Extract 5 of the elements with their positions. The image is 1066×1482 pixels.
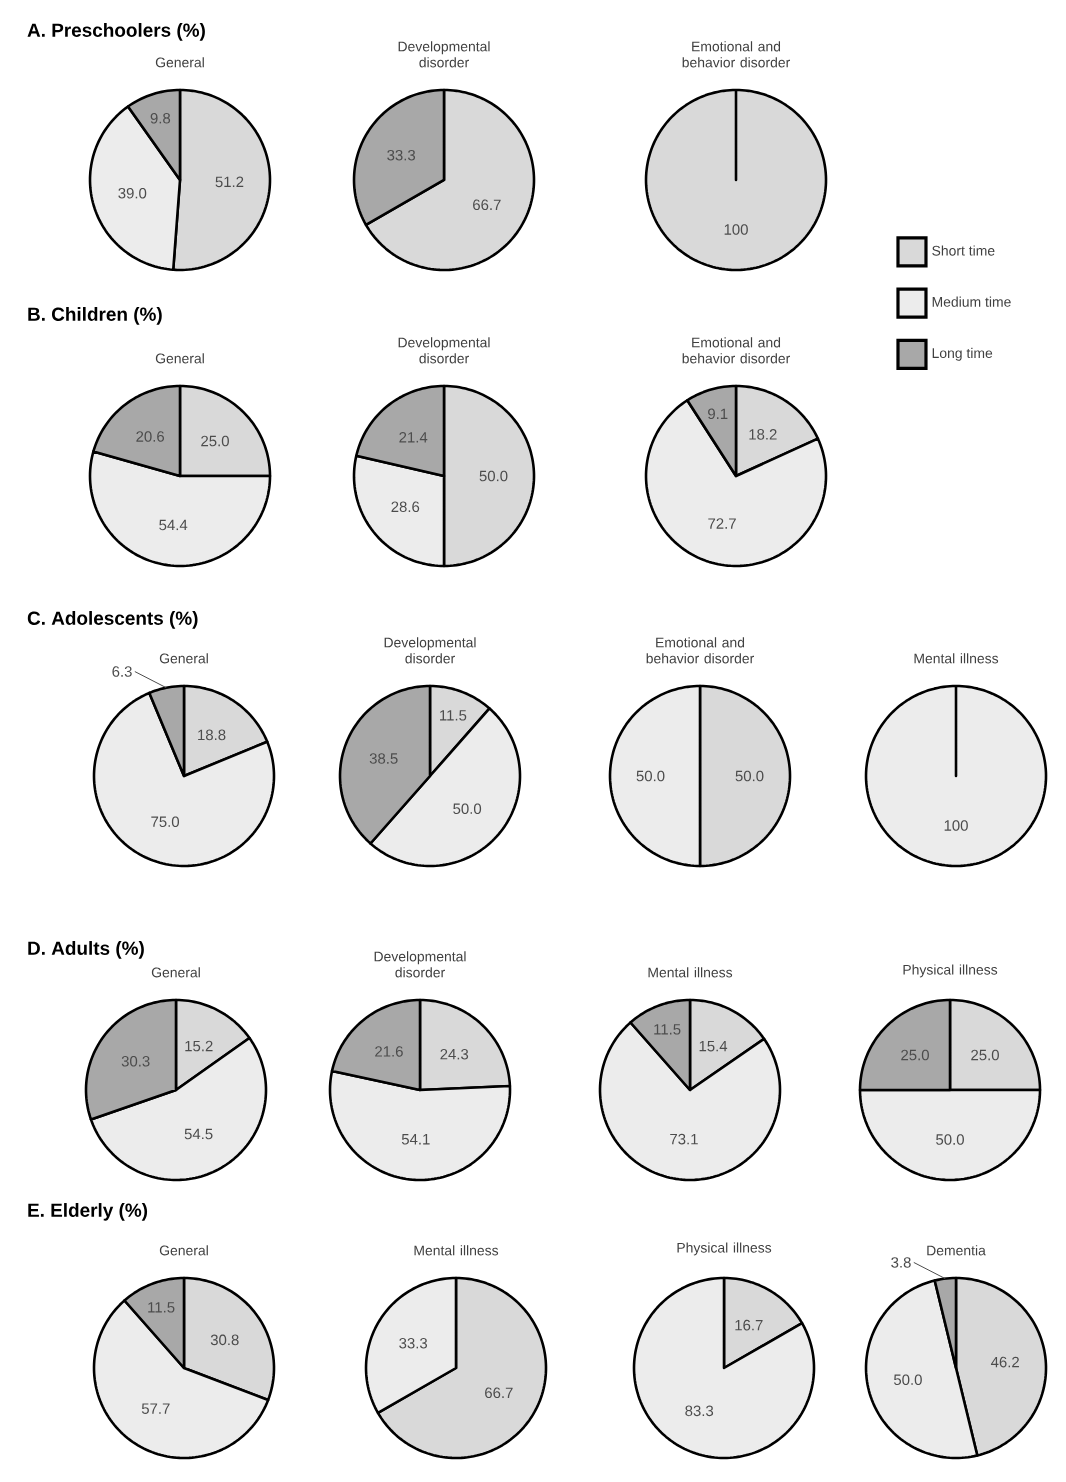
text: D. Adults (%)	[28, 941, 144, 959]
text: A. Preschoolers (%)	[27, 23, 205, 41]
text: E. Elderly (%)	[28, 1203, 148, 1221]
text: C. Adolescents (%)	[27, 611, 198, 629]
text: B. Children (%)	[28, 307, 162, 325]
